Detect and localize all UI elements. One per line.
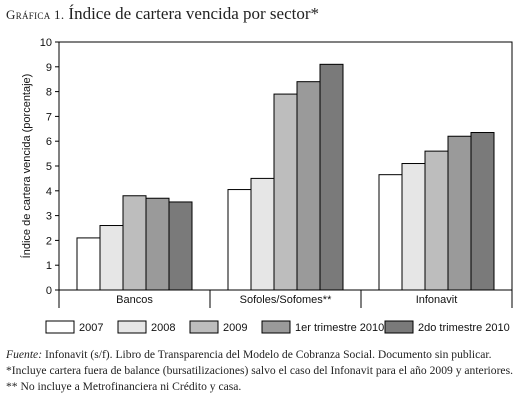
bar: [470, 132, 495, 291]
legend-swatch: [117, 320, 147, 334]
bar: [76, 237, 101, 291]
bar: [424, 150, 449, 291]
y-tick-label: 5: [46, 161, 52, 173]
figure-label: Gráfica 1.: [6, 7, 65, 22]
bar: [319, 63, 344, 291]
y-axis-label: Índice de cartera vencida (porcentaje): [20, 74, 33, 259]
source-text: Infonavit (s/f). Libro de Transparencia …: [42, 348, 492, 361]
footnote-2: ** No incluye a Metrofinanciera ni Crédi…: [6, 380, 242, 393]
y-tick-label: 9: [46, 62, 52, 74]
y-tick-label: 1: [46, 260, 52, 272]
legend-swatch: [261, 320, 291, 334]
y-tick-label: 2: [46, 235, 52, 247]
y-tick-label: 4: [46, 186, 52, 198]
y-tick-label: 0: [46, 285, 52, 297]
y-tick-label: 6: [46, 136, 52, 148]
bar: [250, 177, 275, 291]
y-tick-label: 8: [46, 87, 52, 99]
bar: [227, 189, 252, 291]
chart-title: Gráfica 1. Índice de cartera vencida por…: [6, 4, 319, 24]
footnote-1: *Incluye cartera fuera de balance (bursa…: [6, 364, 513, 377]
bar: [168, 201, 193, 291]
figure-title: Índice de cartera vencida por sector*: [68, 4, 320, 23]
bar: [99, 225, 124, 291]
legend-label: 2008: [151, 322, 175, 334]
bar: [145, 197, 170, 291]
category-label: Bancos: [116, 294, 153, 306]
legend-label: 2009: [223, 322, 247, 334]
legend-swatch: [45, 320, 75, 334]
legend-label: 1er trimestre 2010: [295, 322, 384, 334]
bar: [378, 174, 403, 291]
y-tick-label: 10: [40, 37, 52, 49]
bar: [122, 195, 147, 291]
chart-notes: Fuente: Infonavit (s/f). Libro de Transp…: [6, 347, 524, 395]
bar: [401, 163, 426, 291]
source-label: Fuente:: [6, 348, 43, 361]
bar: [296, 81, 321, 291]
legend-swatch: [384, 320, 414, 334]
category-label: Sofoles/Sofomes**: [240, 294, 332, 306]
bar-chart: 0 1 2 3 4 5 6 7 8 9 10 Índice de cartera vencida (p…: [20, 37, 513, 334]
bar: [447, 135, 472, 291]
legend-swatch: [189, 320, 219, 334]
legend-label: 2007: [79, 322, 103, 334]
legend-label: 2do trimestre 2010: [418, 322, 510, 334]
category-label: Infonavit: [416, 294, 458, 306]
source-note: Fuente: Infonavit (s/f). Libro de Transp…: [6, 347, 524, 363]
y-tick-label: 7: [46, 111, 52, 123]
bar: [273, 93, 298, 291]
y-tick-label: 3: [46, 211, 52, 223]
